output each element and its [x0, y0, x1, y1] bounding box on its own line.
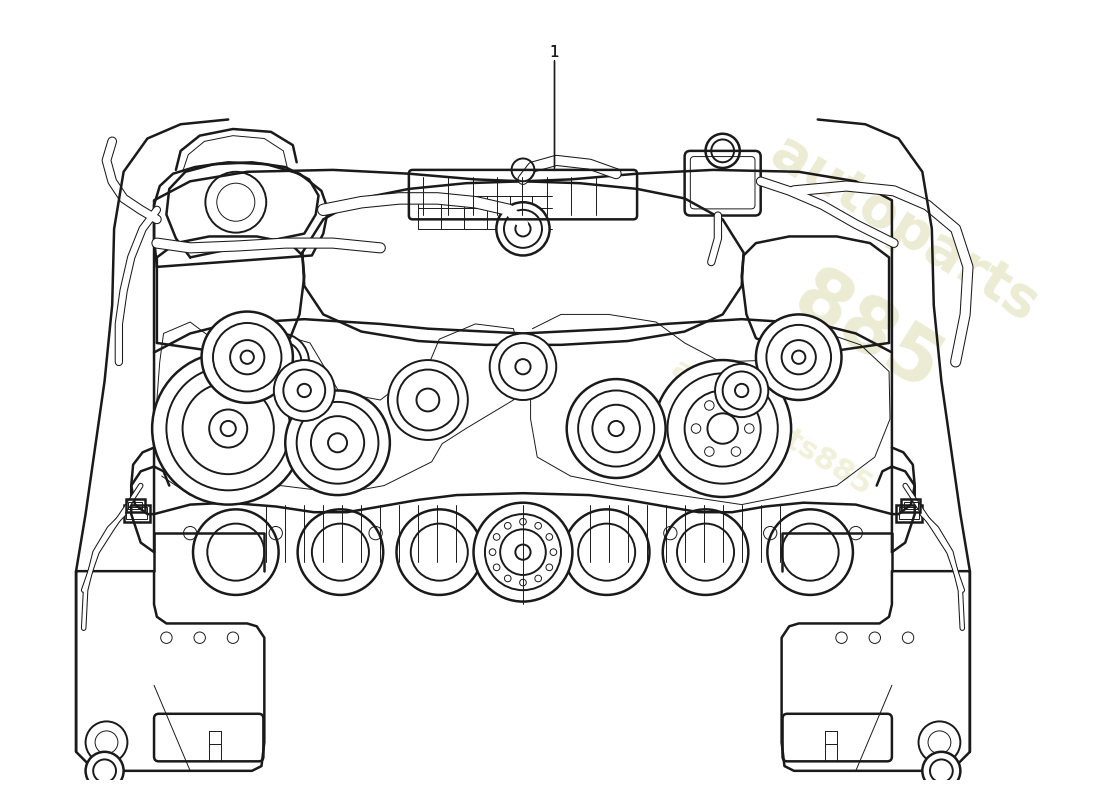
Bar: [125, 499, 144, 512]
Bar: [126, 507, 147, 519]
Circle shape: [654, 360, 791, 497]
Circle shape: [566, 379, 666, 478]
Text: 1: 1: [550, 46, 559, 61]
Circle shape: [388, 360, 467, 440]
Circle shape: [756, 314, 842, 400]
Circle shape: [201, 311, 293, 403]
Circle shape: [922, 752, 960, 790]
Text: 1: 1: [550, 46, 559, 61]
Text: autoparts885: autoparts885: [666, 355, 878, 502]
Bar: [904, 502, 917, 510]
Bar: [129, 502, 142, 510]
Circle shape: [473, 502, 572, 602]
Circle shape: [274, 360, 334, 421]
Circle shape: [496, 202, 550, 255]
Circle shape: [86, 752, 123, 790]
Circle shape: [152, 353, 305, 505]
Bar: [901, 499, 921, 512]
Circle shape: [490, 334, 557, 400]
Bar: [895, 505, 922, 522]
Circle shape: [285, 390, 389, 495]
Text: autoparts: autoparts: [761, 125, 1048, 333]
Circle shape: [772, 335, 825, 389]
Circle shape: [715, 364, 768, 417]
Bar: [899, 507, 920, 519]
Circle shape: [252, 334, 309, 390]
Text: 885: 885: [780, 260, 954, 407]
Bar: [123, 505, 151, 522]
